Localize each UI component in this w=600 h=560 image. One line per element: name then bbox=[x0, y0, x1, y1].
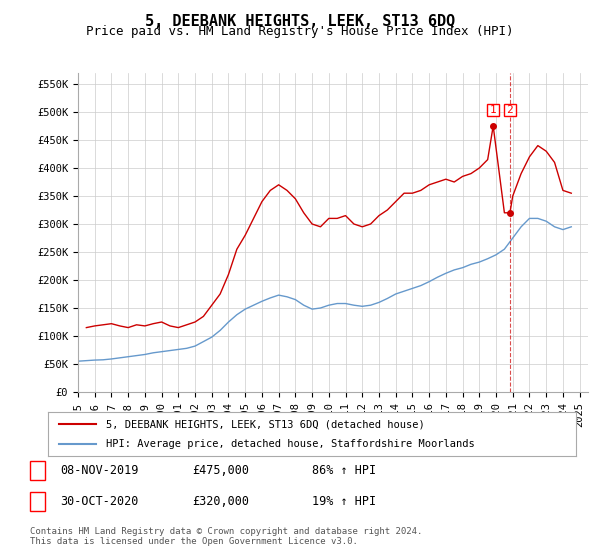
Text: 86% ↑ HPI: 86% ↑ HPI bbox=[312, 464, 376, 477]
Text: Contains HM Land Registry data © Crown copyright and database right 2024.
This d: Contains HM Land Registry data © Crown c… bbox=[30, 526, 422, 546]
Text: 5, DEEBANK HEIGHTS, LEEK, ST13 6DQ (detached house): 5, DEEBANK HEIGHTS, LEEK, ST13 6DQ (deta… bbox=[106, 419, 425, 429]
FancyBboxPatch shape bbox=[487, 104, 499, 116]
Text: 5, DEEBANK HEIGHTS, LEEK, ST13 6DQ: 5, DEEBANK HEIGHTS, LEEK, ST13 6DQ bbox=[145, 14, 455, 29]
Text: HPI: Average price, detached house, Staffordshire Moorlands: HPI: Average price, detached house, Staf… bbox=[106, 439, 475, 449]
FancyBboxPatch shape bbox=[504, 104, 516, 116]
Text: 1: 1 bbox=[490, 104, 497, 114]
Text: 1: 1 bbox=[490, 105, 497, 115]
Text: Price paid vs. HM Land Registry's House Price Index (HPI): Price paid vs. HM Land Registry's House … bbox=[86, 25, 514, 38]
Text: £475,000: £475,000 bbox=[192, 464, 249, 477]
Text: 19% ↑ HPI: 19% ↑ HPI bbox=[312, 494, 376, 508]
Text: 08-NOV-2019: 08-NOV-2019 bbox=[60, 464, 139, 477]
Text: 1: 1 bbox=[34, 465, 41, 475]
Text: 2: 2 bbox=[506, 105, 513, 115]
Text: 30-OCT-2020: 30-OCT-2020 bbox=[60, 494, 139, 508]
Text: 2: 2 bbox=[34, 496, 41, 506]
Text: £320,000: £320,000 bbox=[192, 494, 249, 508]
